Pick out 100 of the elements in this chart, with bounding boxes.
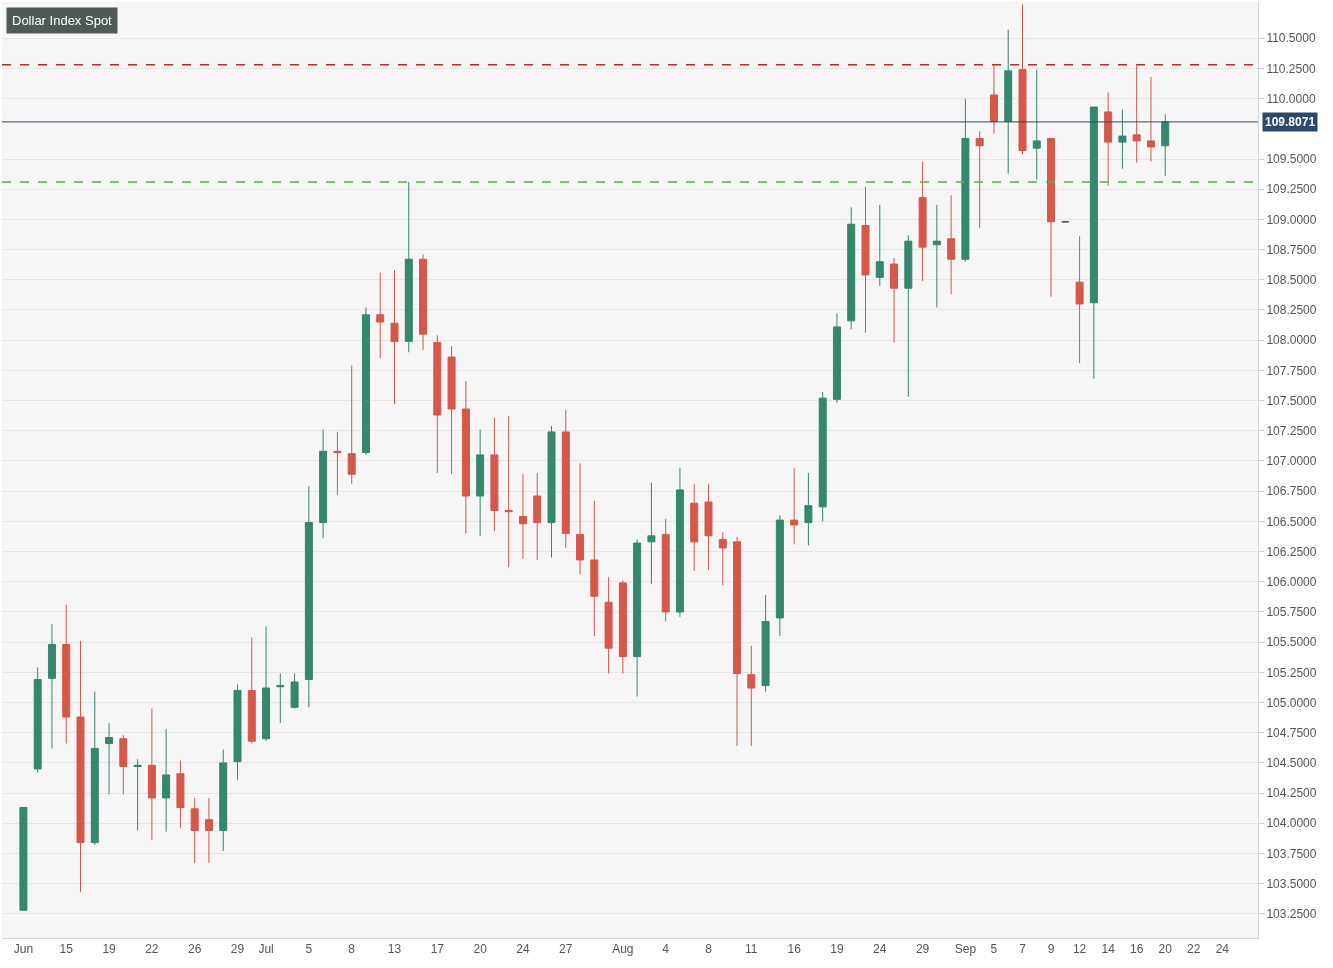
- candlestick: [119, 734, 128, 795]
- candlestick: [162, 728, 171, 833]
- x-tick-label: 14: [1101, 942, 1116, 957]
- x-tick-label: 22: [1187, 942, 1201, 957]
- candlestick: [490, 416, 499, 532]
- candlestick: [1146, 76, 1155, 162]
- candlestick: [76, 640, 85, 893]
- x-tick-label: 26: [188, 942, 202, 957]
- y-tick-label: 106.7500: [1266, 484, 1317, 499]
- y-tick-label: 108.2500: [1266, 303, 1317, 318]
- y-tick-label: 103.5000: [1266, 876, 1317, 891]
- x-tick-label: 19: [102, 942, 117, 957]
- candlestick: [804, 472, 813, 546]
- candlestick: [262, 625, 271, 742]
- ref-line-label: 109.8071: [1265, 115, 1316, 129]
- y-tick-label: 106.2500: [1266, 544, 1317, 559]
- y-tick-label: 108.7500: [1266, 242, 1317, 257]
- x-tick-label: 29: [915, 942, 930, 957]
- x-tick-label: 5: [305, 942, 313, 957]
- candlestick: [105, 722, 114, 795]
- candlestick: [818, 391, 827, 522]
- candlestick: [904, 234, 913, 398]
- candlestick: [675, 467, 684, 618]
- y-tick-label: 110.2500: [1266, 61, 1316, 76]
- candlestick: [476, 429, 485, 537]
- x-tick-label: 5: [990, 942, 998, 957]
- candlestick: [761, 594, 770, 693]
- y-tick-label: 107.5000: [1266, 393, 1317, 408]
- y-tick-label: 103.2500: [1266, 907, 1317, 922]
- candlestick: [504, 415, 513, 568]
- y-tick-label: 106.5000: [1266, 514, 1317, 529]
- candlestick: [832, 313, 841, 404]
- x-tick-label: 9: [1047, 942, 1055, 957]
- y-tick-label: 107.2500: [1266, 423, 1317, 438]
- y-tick-label: 104.0000: [1266, 816, 1317, 831]
- y-tick-label: 109.2500: [1266, 182, 1317, 197]
- candlestick: [647, 482, 656, 585]
- x-tick-label: 16: [1130, 942, 1144, 957]
- x-tick-label: 24: [516, 942, 530, 957]
- candlestick: [747, 645, 756, 747]
- candlestick: [790, 467, 799, 545]
- x-tick-label: 16: [787, 942, 802, 957]
- y-tick-label: 108.0000: [1266, 333, 1317, 348]
- candlestick: [404, 181, 413, 353]
- candlestick: [618, 580, 627, 674]
- candlestick: [1089, 106, 1098, 380]
- candlestick: [219, 749, 228, 852]
- x-tick-label: 4: [662, 942, 670, 957]
- candlestick: [176, 759, 185, 829]
- candlestick: [1132, 65, 1141, 164]
- candlestick: [718, 531, 727, 586]
- candlestick: [875, 204, 884, 287]
- y-tick-label: 105.7500: [1266, 605, 1317, 620]
- candlestick: [347, 365, 356, 485]
- x-tick-label: Jun: [13, 942, 34, 957]
- candlestick: [333, 431, 342, 496]
- y-tick-label: 105.5000: [1266, 635, 1317, 650]
- candlestick: [390, 269, 399, 405]
- candlestick: [561, 409, 570, 549]
- candlestick: [361, 307, 370, 456]
- candlestick: [861, 186, 870, 334]
- y-tick-label: 106.0000: [1266, 574, 1317, 589]
- candlestick: [190, 797, 199, 864]
- candlestick: [247, 636, 256, 745]
- candlestick: [775, 514, 784, 637]
- x-tick-label: 24: [873, 942, 887, 957]
- candlestick: [604, 576, 613, 674]
- candlestick: [947, 194, 956, 295]
- candlestick: [518, 473, 527, 560]
- y-tick-label: 103.7500: [1266, 846, 1317, 861]
- candlestick: [633, 538, 642, 697]
- y-tick-label: 109.0000: [1266, 212, 1317, 227]
- candlestick: [1032, 69, 1041, 181]
- candlestick: [533, 472, 542, 561]
- candlestick: [1075, 235, 1084, 364]
- x-tick-label: 13: [387, 942, 402, 957]
- candlestick: [90, 691, 99, 846]
- candlestick: [989, 64, 998, 135]
- candlestick: [661, 518, 670, 623]
- candlestick: [33, 666, 42, 774]
- candlestick: [733, 536, 742, 747]
- candlestick: [447, 345, 456, 475]
- candlestick: [290, 673, 299, 710]
- candlestick: [918, 160, 927, 282]
- x-tick-label: 29: [230, 942, 245, 957]
- candlestick: [975, 130, 984, 229]
- candlestick: [204, 797, 213, 864]
- x-tick-label: 20: [473, 942, 488, 957]
- y-tick-label: 110.0000: [1266, 91, 1316, 106]
- candlestick: [1047, 137, 1056, 298]
- candlestick: [576, 462, 585, 575]
- x-tick-label: 11: [745, 942, 758, 957]
- candlestick: [133, 758, 142, 832]
- candlestick: [147, 708, 156, 841]
- y-tick-label: 105.2500: [1266, 665, 1317, 680]
- candlestick: [932, 204, 941, 309]
- x-tick-label: 8: [348, 942, 356, 957]
- candlestick: [590, 500, 599, 637]
- x-tick-label: Aug: [612, 942, 634, 957]
- y-tick-label: 105.0000: [1266, 695, 1317, 710]
